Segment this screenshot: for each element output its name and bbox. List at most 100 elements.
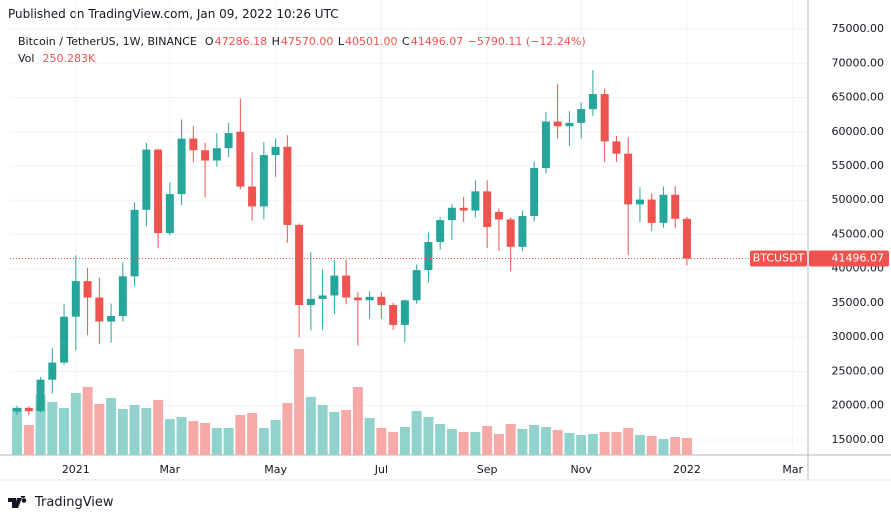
volume-bar: [70, 392, 81, 455]
ticker-tag: BTCUSDT: [753, 252, 805, 265]
candle-body: [424, 242, 433, 271]
candle-body: [107, 316, 116, 322]
x-tick-label: 2021: [62, 463, 90, 476]
candle-body: [177, 138, 186, 195]
volume-bar: [305, 396, 316, 455]
y-tick-label: 50000.00: [832, 193, 885, 206]
volume-bar: [670, 436, 681, 455]
volume-bar: [587, 433, 598, 455]
volume-bar: [364, 417, 375, 455]
volume-bar: [329, 411, 340, 455]
candle-body: [612, 141, 621, 154]
candle-body: [436, 220, 445, 243]
volume-bar: [634, 435, 645, 455]
candle-body: [671, 194, 680, 219]
volume-bar: [517, 428, 528, 455]
candle-body: [635, 199, 644, 205]
candle-body: [459, 207, 468, 211]
candle-body: [365, 296, 374, 301]
y-tick-label: 20000.00: [832, 399, 885, 412]
candle-body: [494, 211, 503, 220]
volume-bar: [117, 408, 128, 455]
volume-bar: [200, 422, 211, 455]
volume-bar: [576, 435, 587, 455]
volume-bar: [458, 431, 469, 455]
volume-bar: [164, 418, 175, 455]
high-value: 47570.00: [280, 35, 334, 48]
volume-bar: [611, 431, 622, 455]
volume-bar: [493, 433, 504, 455]
candle-body: [330, 275, 339, 296]
candle-body: [165, 194, 174, 234]
volume-bar: [270, 419, 281, 455]
low-prefix: L: [337, 35, 345, 48]
volume-bar: [211, 428, 222, 455]
candle-body: [259, 155, 268, 207]
candle-body: [506, 219, 515, 247]
volume-bar: [399, 426, 410, 455]
candle-body: [212, 148, 221, 161]
volume-bar: [658, 438, 669, 455]
candle-body: [224, 133, 233, 149]
candle-body: [342, 275, 351, 298]
volume-bar: [482, 425, 493, 455]
candle-body: [530, 168, 539, 217]
last-price-bg: [809, 250, 889, 267]
close-prefix: C: [402, 35, 410, 48]
candle-body: [389, 305, 398, 325]
ticker-tag-bg: [750, 250, 807, 267]
y-tick-label: 35000.00: [832, 296, 885, 309]
volume-bar: [35, 394, 46, 455]
x-tick-label: Sep: [477, 463, 498, 476]
volume-bar: [599, 431, 610, 455]
volume-bar: [529, 424, 540, 455]
candle-body: [283, 146, 292, 225]
candle-body: [377, 296, 386, 306]
candle-body: [154, 149, 163, 234]
logo: [8, 495, 27, 508]
volume-bar: [341, 410, 352, 455]
candle-body: [295, 224, 304, 306]
y-tick-label: 55000.00: [832, 159, 885, 172]
footer: TradingView: [8, 495, 114, 510]
y-tick-label: 45000.00: [832, 227, 885, 240]
volume-bar: [388, 431, 399, 455]
y-tick-label: 15000.00: [832, 433, 885, 446]
volume-bar: [470, 431, 481, 455]
volume-bar: [646, 435, 657, 455]
brand: TradingView: [35, 495, 114, 510]
y-tick-label: 25000.00: [832, 364, 885, 377]
volume-bar: [435, 424, 446, 455]
volume-bar: [247, 412, 258, 455]
x-tick-label: Mar: [782, 463, 803, 476]
candle-body: [83, 281, 92, 298]
volume-bar: [446, 428, 457, 455]
candle-body: [248, 186, 257, 207]
volume-bar: [153, 399, 164, 455]
volume-bar: [12, 407, 23, 455]
volume-bar: [47, 401, 58, 455]
y-tick-label: 60000.00: [832, 125, 885, 138]
candle-body: [400, 300, 409, 325]
volume-bar: [282, 403, 293, 455]
volume-bar: [294, 348, 305, 455]
volume-bar: [411, 410, 422, 455]
candle-body: [541, 121, 550, 169]
volume-bar: [352, 386, 363, 455]
volume-bar: [376, 428, 387, 455]
candle-body: [95, 297, 104, 322]
candle-body: [565, 122, 574, 127]
volume-bar: [423, 417, 434, 455]
candle-body: [36, 379, 45, 412]
candle-body: [189, 138, 198, 151]
candle-body: [306, 298, 315, 306]
x-tick-label: May: [264, 463, 287, 476]
y-tick-label: 65000.00: [832, 91, 885, 104]
volume-bar: [623, 428, 634, 455]
candle-body: [236, 131, 245, 187]
candle-body: [471, 191, 480, 211]
y-tick-label: 75000.00: [832, 22, 885, 35]
candle-body: [553, 121, 562, 127]
legend-ohlc: Bitcoin / TetherUS, 1W, BINANCE O47286.1…: [18, 35, 587, 48]
